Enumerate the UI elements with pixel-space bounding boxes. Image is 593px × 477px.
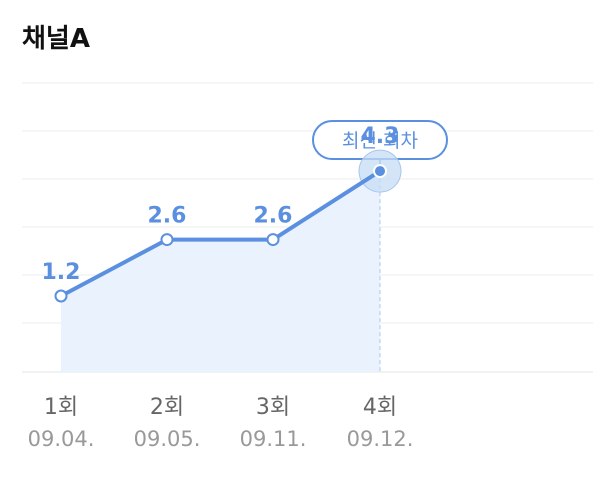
x-date-label: 09.05. <box>134 427 201 451</box>
data-label: 4.3 <box>361 124 400 149</box>
x-date-label: 09.12. <box>347 427 414 451</box>
x-date-label: 09.11. <box>240 427 307 451</box>
data-label: 2.6 <box>254 204 293 229</box>
latest-badge-label: 최신 회차 <box>342 130 418 152</box>
x-date-label: 09.04. <box>28 427 95 451</box>
data-point <box>160 233 174 247</box>
x-tick-label: 3회 <box>256 395 290 420</box>
data-point <box>266 233 280 247</box>
data-points <box>54 164 387 303</box>
data-label: 1.2 <box>42 260 81 285</box>
latest-badge: 최신 회차 <box>312 120 448 160</box>
data-labels: 1.2 2.6 2.6 4.3 <box>42 124 400 285</box>
x-axis-labels: 1회 09.04. 2회 09.05. 3회 09.11. 4회 09.12. <box>28 395 414 451</box>
data-point-latest <box>373 164 387 179</box>
data-point <box>54 289 68 303</box>
data-label: 2.6 <box>148 204 187 229</box>
x-tick-label: 1회 <box>44 395 78 420</box>
x-tick-label: 2회 <box>150 395 184 420</box>
series-line <box>59 169 382 298</box>
area-fill <box>61 171 380 372</box>
x-tick-label: 4회 <box>363 395 397 420</box>
page-title: 채널A <box>22 24 90 54</box>
